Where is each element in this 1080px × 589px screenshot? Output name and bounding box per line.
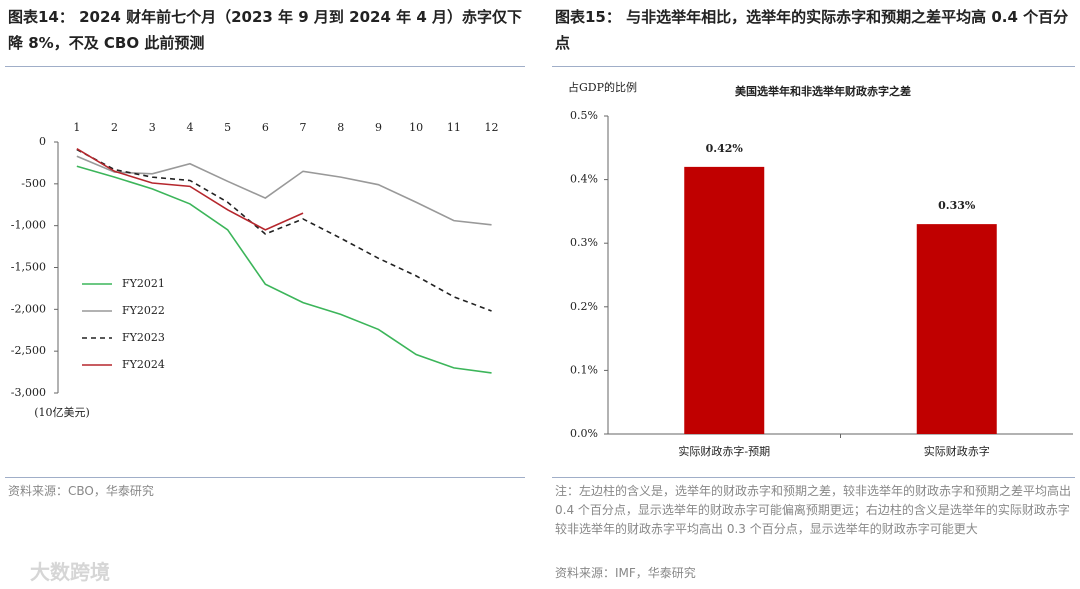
legend-label: FY2024 [122,358,165,371]
y-tick-label: -2,000 [11,302,46,315]
y-tick-label: 0.1% [570,363,598,376]
y-tick-label: -500 [21,177,46,190]
caption: 图表14： 2024 财年前七个月（2023 年 9 月到 2024 年 4 月… [8,8,522,52]
x-tick-label: 1 [73,121,80,134]
series-line [76,165,492,374]
x-tick-label: 5 [224,121,231,134]
x-tick-label: 7 [300,121,307,134]
series-line [76,148,492,312]
bar [684,166,765,434]
y-tick-label: -1,500 [11,261,46,274]
x-tick-label: 11 [447,121,461,134]
legend-label: FY2023 [122,331,165,344]
y-axis-label: (10亿美元) [34,406,90,419]
x-tick-label: 8 [337,121,344,134]
value-label: 0.42% [706,142,744,155]
y-tick-label: -1,000 [11,219,46,232]
series-line [76,155,492,226]
x-tick-label: 3 [149,121,156,134]
x-tick-label: 10 [409,121,423,134]
y-tick-label: 0.0% [570,427,598,440]
x-tick-label: 实际财政赤字 [924,444,990,458]
y-tick-label: 0.3% [570,236,598,249]
y-tick-label: 0.4% [570,173,598,186]
y-tick-label: -2,500 [11,344,46,357]
x-tick-label: 2 [111,121,118,134]
rule [552,477,1075,478]
rule [5,66,525,67]
chart-title: 美国选举年和非选举年财政赤字之差 [735,84,911,98]
caption: 图表15： 与非选举年相比，选举年的实际赤字和预期之差平均高 0.4 个百分点 [555,8,1069,52]
x-tick-label: 9 [375,121,382,134]
x-tick-label: 实际财政赤字-预期 [678,444,770,458]
value-label: 0.33% [938,199,976,212]
rule [552,66,1075,67]
legend-label: FY2022 [122,304,165,317]
watermark: 大数跨境 [30,560,110,584]
rule [5,477,525,478]
source: 资料来源：CBO，华泰研究 [8,484,154,498]
bar [916,224,997,434]
series-line [76,148,304,231]
y-tick-label: 0 [39,135,46,148]
y-tick-label: 0.5% [570,109,598,122]
x-tick-label: 4 [186,121,193,134]
x-tick-label: 6 [262,121,269,134]
x-tick-label: 12 [485,121,499,134]
source: 资料来源：IMF，华泰研究 [555,566,696,580]
legend-label: FY2021 [122,277,165,290]
y-tick-label: -3,000 [11,386,46,399]
y-tick-label: 0.2% [570,300,598,313]
note: 注：左边柱的含义是，选举年的财政赤字和预期之差，较非选举年的财政赤字和预期之差平… [555,484,1072,536]
y-axis-label: 占GDP的比例 [568,80,637,94]
